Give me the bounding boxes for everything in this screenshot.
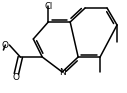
Text: N: N [59,68,66,77]
Text: O: O [2,40,9,49]
Text: Cl: Cl [44,1,52,11]
Text: O: O [13,73,20,81]
